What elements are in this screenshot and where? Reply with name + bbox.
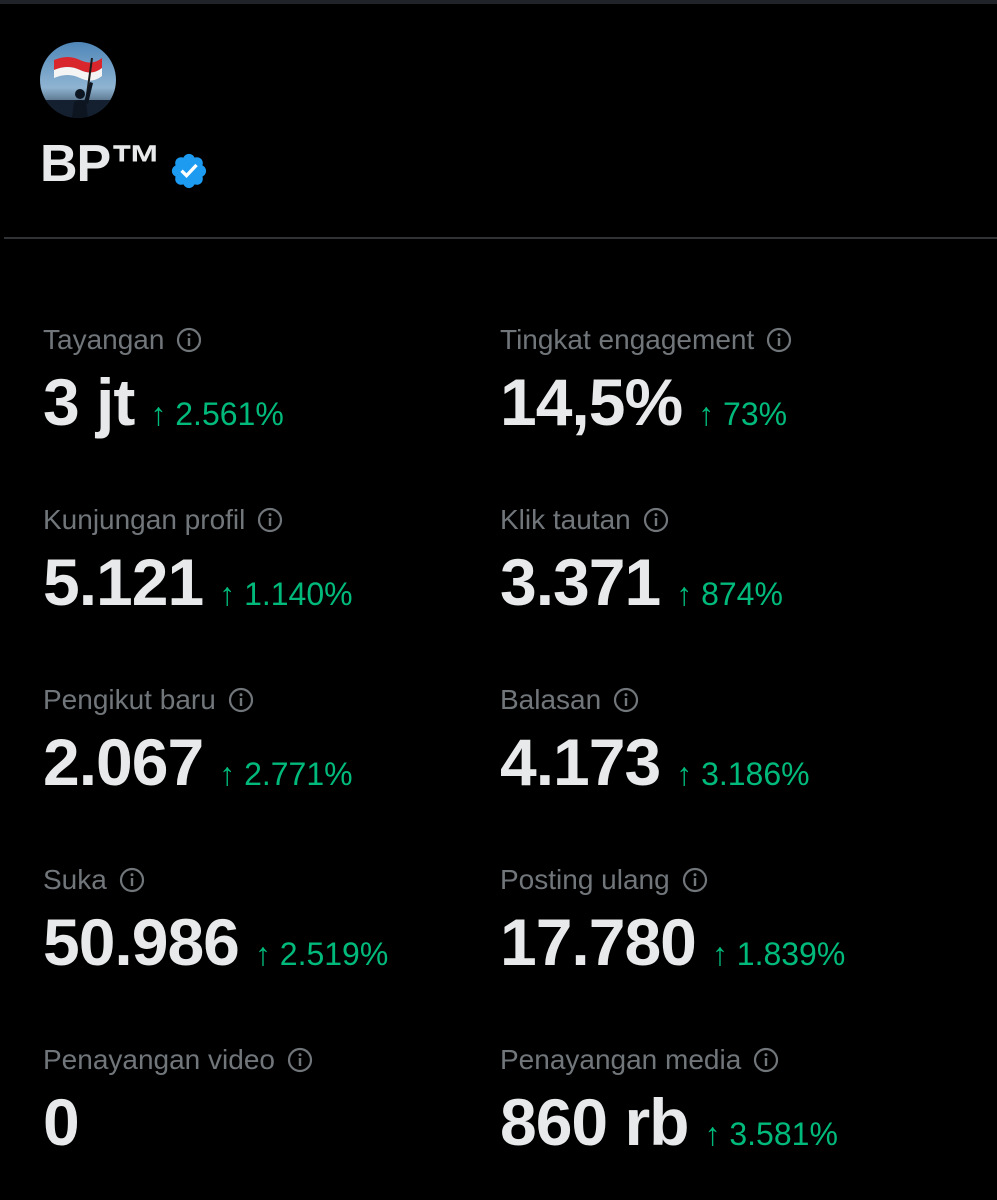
metric-label: Pengikut baru [43,684,216,715]
metric-value: 4.173 [500,725,661,799]
metric-label: Tingkat engagement [500,324,755,355]
metric-replies: Balasan 4.173 ↑ 3.186% [500,682,940,800]
info-circle-icon[interactable] [119,867,145,893]
top-border [0,0,997,4]
metric-label: Kunjungan profil [43,504,246,535]
info-circle-icon[interactable] [766,327,792,353]
avatar-image [40,42,116,118]
info-circle-icon[interactable] [176,327,202,353]
profile-name[interactable]: BP™ [40,135,162,193]
metric-new-followers: Pengikut baru 2.067 ↑ 2.771% [43,682,483,800]
metric-change: ↑ 2.771% [219,756,353,792]
metric-label: Tayangan [43,324,165,355]
metric-link-clicks: Klik tautan 3.371 ↑ 874% [500,502,940,620]
info-circle-icon[interactable] [613,687,639,713]
metric-value: 0 [43,1085,80,1159]
metrics-grid: Tayangan 3 jt ↑ 2.561% Tingkat engagemen… [0,240,997,1200]
metric-value: 3.371 [500,545,661,619]
metric-video-views: Penayangan video 0 [43,1042,483,1160]
metric-change: ↑ 73% [698,396,788,432]
metric-change: ↑ 2.561% [150,396,284,432]
info-circle-icon[interactable] [753,1047,779,1073]
metric-label: Balasan [500,684,602,715]
metric-media-views: Penayangan media 860 rb ↑ 3.581% [500,1042,940,1160]
metric-value: 50.986 [43,905,240,979]
metric-label: Penayangan video [43,1044,275,1075]
profile-name-row: BP™ [40,132,209,196]
avatar[interactable] [40,42,116,118]
metric-value: 3 jt [43,365,135,439]
info-circle-icon[interactable] [682,867,708,893]
verified-badge-icon [172,153,207,189]
info-circle-icon[interactable] [643,507,669,533]
metric-value: 14,5% [500,365,683,439]
metric-change: ↑ 3.186% [676,756,810,792]
info-circle-icon[interactable] [287,1047,313,1073]
metric-change: ↑ 1.140% [219,576,353,612]
metric-label: Klik tautan [500,504,631,535]
info-circle-icon[interactable] [257,507,283,533]
metric-value: 860 rb [500,1085,689,1159]
metric-value: 5.121 [43,545,204,619]
metric-likes: Suka 50.986 ↑ 2.519% [43,862,483,980]
metric-change: ↑ 2.519% [254,936,389,972]
header-divider [4,237,997,239]
metric-label: Penayangan media [500,1044,742,1075]
metric-label: Posting ulang [500,864,670,895]
metric-value: 2.067 [43,725,204,799]
metric-views: Tayangan 3 jt ↑ 2.561% [43,322,483,440]
metric-change: ↑ 1.839% [711,936,846,972]
metric-engagement-rate: Tingkat engagement 14,5% ↑ 73% [500,322,940,440]
profile-header: BP™ [0,4,997,238]
metric-value: 17.780 [500,905,697,979]
metric-change: ↑ 3.581% [704,1116,838,1152]
metric-label: Suka [43,864,107,895]
info-circle-icon[interactable] [228,687,254,713]
metric-profile-visits: Kunjungan profil 5.121 ↑ 1.140% [43,502,483,620]
metric-change: ↑ 874% [676,576,783,612]
metric-reposts: Posting ulang 17.780 ↑ 1.839% [500,862,940,980]
